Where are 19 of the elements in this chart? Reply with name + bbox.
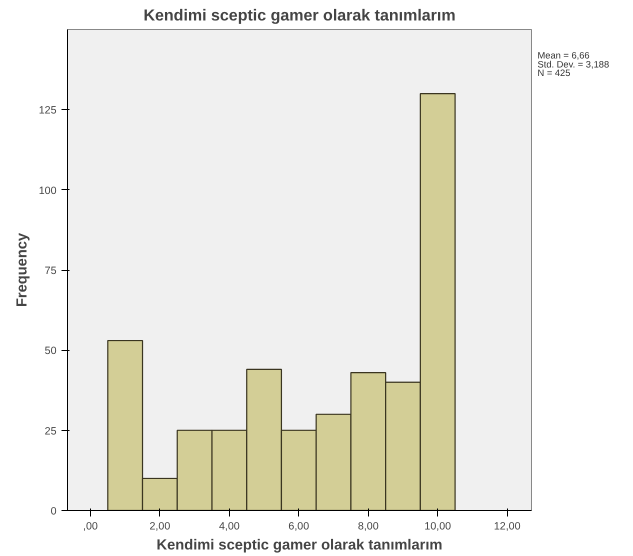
y-tick-label: 125 <box>38 104 57 117</box>
text: Std. Dev. = 3,188 <box>538 59 610 70</box>
text: Mean = 6,66 <box>538 50 590 61</box>
x-tick-label: 8,00 <box>358 520 379 532</box>
x-tick-label: 2,00 <box>150 520 170 532</box>
x-axis-title: Kendimi sceptic gamer olarak tanımlarım <box>156 538 442 554</box>
x-tick-label: 6,00 <box>288 520 310 532</box>
y-tick-label: 100 <box>38 184 57 197</box>
y-axis-title: Frequency <box>14 232 31 308</box>
x-tick-label: 4,00 <box>218 520 240 532</box>
y-tick-label: 50 <box>44 345 57 358</box>
chart-title: Kendimi sceptic gamer olarak tanımlarım <box>143 8 456 24</box>
text: N = 425 <box>538 68 570 78</box>
y-tick-label: 75 <box>44 265 57 277</box>
x-tick-label: ,00 <box>83 520 98 532</box>
y-tick-label: 0 <box>50 506 57 518</box>
x-tick-label: 12,00 <box>494 520 521 532</box>
x-tick-label: 10,00 <box>424 520 452 532</box>
y-tick-label: 25 <box>44 425 57 438</box>
